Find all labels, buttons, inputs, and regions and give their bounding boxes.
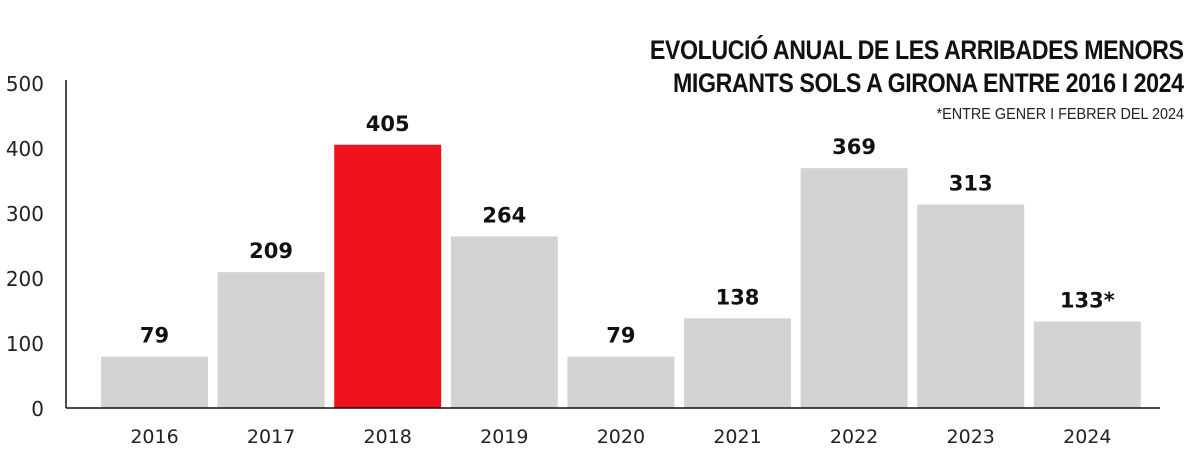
y-tick-label: 200 <box>6 267 44 291</box>
bar-2023 <box>917 204 1025 408</box>
y-tick-label: 500 <box>6 72 44 96</box>
x-tick-label: 2022 <box>830 426 878 448</box>
x-tick-label: 2023 <box>947 426 995 448</box>
bar-2021 <box>684 318 791 408</box>
data-label: 264 <box>482 203 526 227</box>
bar-2020 <box>567 356 675 408</box>
x-tick-label: 2021 <box>713 426 761 448</box>
data-label: 79 <box>140 324 169 348</box>
bar-2018 <box>334 144 442 408</box>
data-label: 369 <box>832 135 876 159</box>
y-tick-label: 0 <box>31 397 44 421</box>
bar-2017 <box>217 272 325 408</box>
bar-2022 <box>800 168 908 408</box>
chart-title-line-2: MIGRANTS SOLS A GIRONA ENTRE 2016 I 2024 <box>673 68 1184 98</box>
y-tick-label: 100 <box>6 332 44 356</box>
bar-2016 <box>101 356 208 408</box>
x-tick-label: 2019 <box>480 426 528 448</box>
data-label: 133* <box>1060 289 1115 313</box>
x-tick-label: 2017 <box>247 426 295 448</box>
data-label: 79 <box>606 324 635 348</box>
x-tick-label: 2016 <box>130 426 178 448</box>
bar-2019 <box>450 236 558 408</box>
chart-subtitle: *ENTRE GENER I FEBRER DEL 2024 <box>936 106 1184 123</box>
data-label: 313 <box>949 172 993 196</box>
chart-title: EVOLUCIÓ ANUAL DE LES ARRIBADES MENORS M… <box>650 34 1184 100</box>
x-tick-label: 2020 <box>597 426 645 448</box>
y-tick-label: 400 <box>6 137 44 161</box>
chart-title-line-1: EVOLUCIÓ ANUAL DE LES ARRIBADES MENORS <box>650 35 1184 65</box>
x-tick-label: 2024 <box>1063 426 1111 448</box>
data-label: 209 <box>249 239 293 263</box>
data-label: 138 <box>716 285 760 309</box>
x-tick-label: 2018 <box>364 426 412 448</box>
data-label: 405 <box>366 112 410 136</box>
bar-2024 <box>1033 321 1141 408</box>
y-tick-label: 300 <box>6 202 44 226</box>
